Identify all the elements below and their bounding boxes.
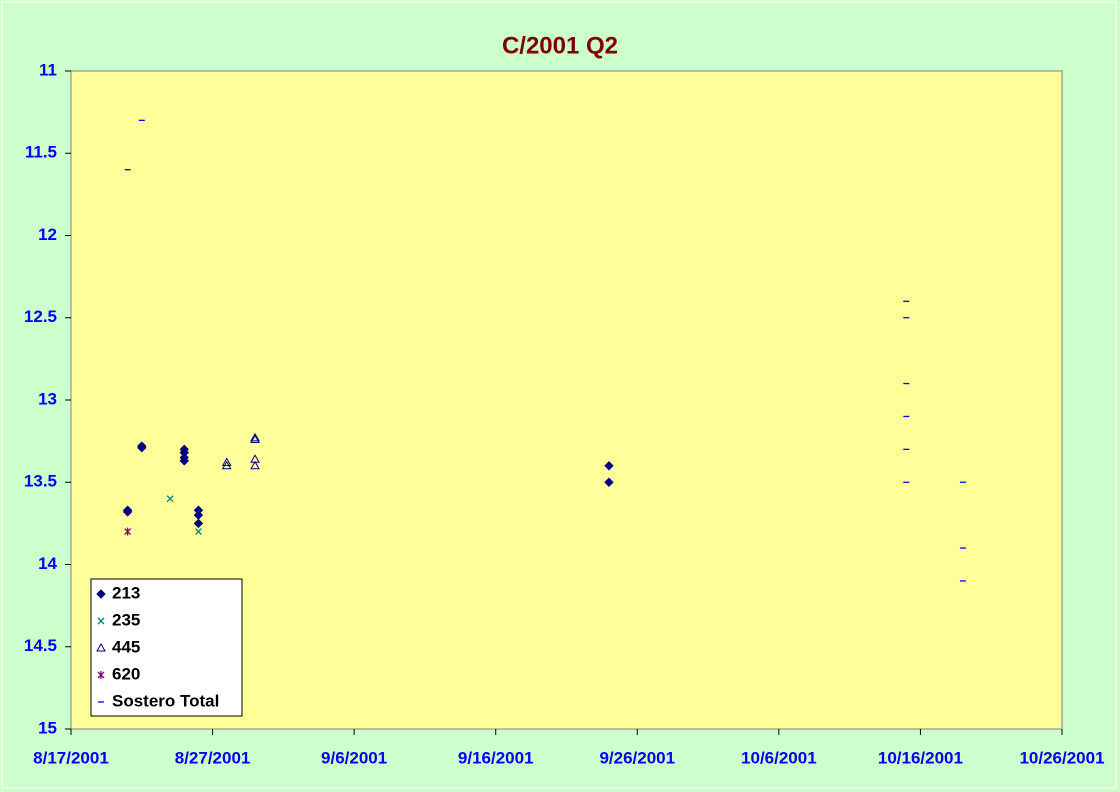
data-point xyxy=(166,495,174,503)
legend-marker xyxy=(96,589,106,599)
data-point xyxy=(124,527,132,536)
x-tick-label: 10/16/2001 xyxy=(878,748,963,767)
legend-box xyxy=(90,578,243,717)
x-tick-label: 9/6/2001 xyxy=(321,748,387,767)
data-point xyxy=(179,456,189,466)
data-point xyxy=(250,460,260,470)
data-point xyxy=(193,518,204,529)
data-point xyxy=(604,461,614,471)
y-tick-label: 14 xyxy=(38,554,57,573)
x-tick-label: 9/26/2001 xyxy=(599,748,675,767)
data-point xyxy=(221,460,232,470)
y-tick-label: 13.5 xyxy=(24,472,57,491)
data-point xyxy=(194,528,202,536)
legend-marker xyxy=(96,642,106,652)
y-tick-label: 12 xyxy=(38,225,57,244)
y-tick-label: 11.5 xyxy=(25,143,57,162)
y-tick-label: 15 xyxy=(38,718,57,737)
legend-label: 445 xyxy=(112,637,140,656)
legend-label: 213 xyxy=(112,583,140,602)
data-point xyxy=(250,432,260,442)
x-tick-label: 8/17/2001 xyxy=(33,748,109,767)
x-tick-label: 8/27/2001 xyxy=(175,748,251,767)
data-point xyxy=(221,457,232,467)
y-tick-label: 14.5 xyxy=(24,636,57,655)
legend-label: Sostero Total xyxy=(112,691,219,710)
legend-marker xyxy=(97,617,105,625)
x-tick-label: 10/26/2001 xyxy=(1019,748,1104,767)
data-point xyxy=(122,507,133,517)
legend-label: 235 xyxy=(112,610,140,629)
y-tick-label: 11 xyxy=(39,60,57,79)
data-point xyxy=(604,477,614,487)
y-tick-label: 12.5 xyxy=(24,307,57,326)
x-tick-label: 9/16/2001 xyxy=(458,748,534,767)
legend-marker xyxy=(97,671,105,679)
data-point xyxy=(250,434,260,443)
y-tick-label: 13 xyxy=(38,389,57,408)
x-tick-label: 10/6/2001 xyxy=(741,748,817,767)
chart-title: C/2001 Q2 xyxy=(502,32,618,59)
data-point xyxy=(137,442,147,453)
legend-label: 620 xyxy=(112,664,140,683)
